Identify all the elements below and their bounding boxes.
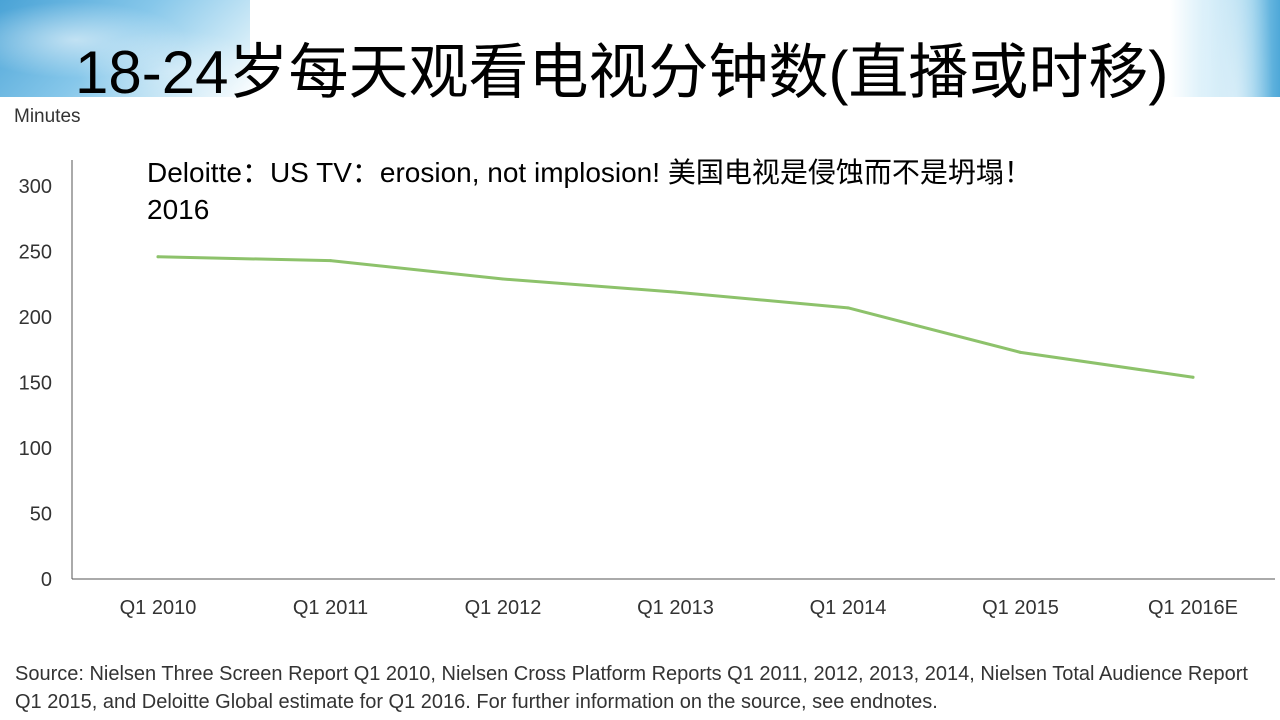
chart-note-line1: Deloitte：US TV：erosion, not implosion! 美… xyxy=(147,157,1032,188)
x-tick-label: Q1 2012 xyxy=(465,597,542,619)
chart-note: Deloitte：US TV：erosion, not implosion! 美… xyxy=(147,154,1207,228)
y-tick-label: 0 xyxy=(41,569,52,591)
source-note: Source: Nielsen Three Screen Report Q1 2… xyxy=(15,663,1248,713)
decorative-water-texture-left xyxy=(0,0,250,100)
y-tick-label: 250 xyxy=(19,242,52,264)
x-tick-label: Q1 2015 xyxy=(982,597,1059,619)
y-tick-label: 300 xyxy=(19,176,52,198)
y-tick-label: 200 xyxy=(19,307,52,329)
y-tick-label: 100 xyxy=(19,438,52,460)
x-tick-label: Q1 2010 xyxy=(120,597,197,619)
data-point xyxy=(156,255,160,259)
data-point xyxy=(1019,350,1022,354)
series-line xyxy=(156,255,1195,379)
x-tick-label: Q1 2014 xyxy=(810,597,887,619)
slide-title: 18-24岁每天观看电视分钟数(直播或时移) xyxy=(75,39,1169,106)
y-axis-label: Minutes xyxy=(14,106,81,127)
data-point xyxy=(674,290,677,294)
y-tick-label: 50 xyxy=(30,504,52,526)
data-point xyxy=(501,277,505,281)
data-point xyxy=(1191,375,1195,379)
chart-note-line2: 2016 xyxy=(147,194,210,225)
x-tick-label: Q1 2013 xyxy=(637,597,714,619)
x-tick-label: Q1 2011 xyxy=(293,597,368,619)
data-point xyxy=(329,259,332,263)
chart-panel xyxy=(0,97,1280,720)
x-tick-label: Q1 2016E xyxy=(1148,597,1238,619)
y-tick-label: 150 xyxy=(19,373,52,395)
data-point xyxy=(846,306,850,310)
